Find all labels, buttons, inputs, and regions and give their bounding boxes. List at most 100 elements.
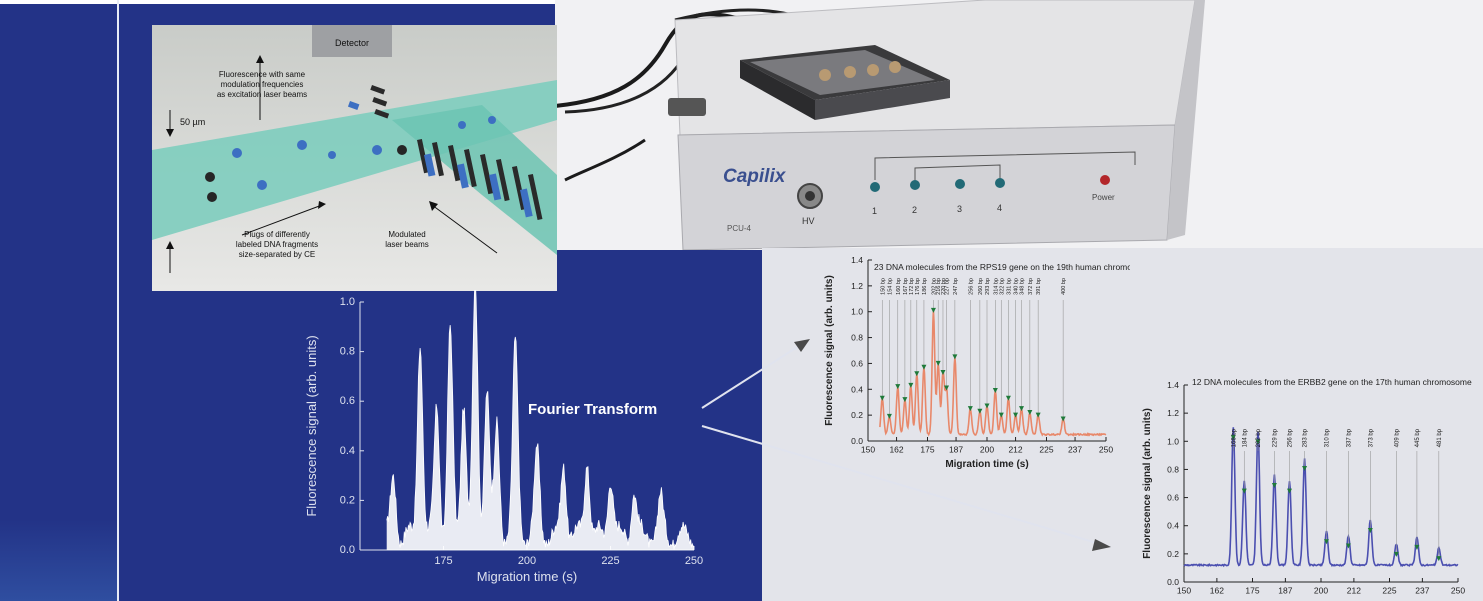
peak-marker bbox=[1027, 410, 1033, 416]
laser-note-line-2: laser beams bbox=[385, 240, 429, 249]
x-tick-label: 237 bbox=[1068, 445, 1082, 455]
x-tick-label: 187 bbox=[949, 445, 963, 455]
device-illustration: HV 1 2 3 4 Power Capilix PCU-4 bbox=[554, 0, 1205, 251]
peak-marker bbox=[1345, 543, 1351, 549]
peak-label: 154 bp bbox=[887, 278, 893, 295]
channel-2-led bbox=[910, 180, 920, 190]
x-tick-label: 175 bbox=[434, 555, 452, 567]
peak-marker bbox=[930, 307, 936, 313]
x-tick-label: 150 bbox=[1177, 586, 1191, 596]
peak-marker bbox=[879, 395, 885, 401]
peak-marker bbox=[977, 408, 983, 414]
peak-label: 331 bp bbox=[1006, 278, 1012, 295]
y-tick-label: 1.2 bbox=[1167, 408, 1179, 418]
channel-2-label: 2 bbox=[912, 205, 917, 215]
x-axis-label: Migration time (s) bbox=[945, 459, 1028, 470]
signal-line bbox=[1183, 427, 1459, 568]
fluorescence-note-line-1: Fluorescence with same bbox=[219, 70, 306, 79]
peak-label: 322 bp bbox=[999, 278, 1005, 295]
peak-marker bbox=[998, 412, 1004, 418]
peak-marker bbox=[1230, 435, 1236, 441]
peak-label: 172 bp bbox=[909, 278, 915, 295]
channel-1-label: 1 bbox=[872, 206, 877, 216]
x-tick-label: 250 bbox=[1451, 586, 1465, 596]
dna-plugs-dark bbox=[205, 145, 407, 202]
x-tick-label: 225 bbox=[1039, 445, 1053, 455]
channel-3-label: 3 bbox=[957, 204, 962, 214]
x-tick-label: 250 bbox=[685, 555, 703, 567]
y-tick-label: 1.4 bbox=[1167, 380, 1179, 390]
peak-marker bbox=[944, 385, 950, 391]
peak-label: 310 bp bbox=[1324, 428, 1330, 447]
peak-marker bbox=[1323, 539, 1329, 545]
y-tick-label: 0.6 bbox=[340, 395, 355, 407]
power-led bbox=[1100, 175, 1110, 185]
peak-label: 150 bp bbox=[880, 278, 886, 295]
peak-label: 409 bp bbox=[1394, 428, 1400, 447]
power-label: Power bbox=[1092, 193, 1115, 202]
fluorescence-note-line-3: as excitation laser beams bbox=[217, 90, 307, 99]
peak-marker bbox=[1393, 551, 1399, 557]
peak-marker bbox=[1013, 412, 1019, 418]
x-tick-label: 212 bbox=[1008, 445, 1022, 455]
peak-marker bbox=[1414, 544, 1420, 550]
peak-label: 445 bp bbox=[1415, 428, 1421, 447]
y-axis-label: Fluorescence signal (arb. units) bbox=[304, 335, 319, 516]
peak-label: 372 bp bbox=[1028, 278, 1034, 295]
x-tick-label: 187 bbox=[1278, 586, 1292, 596]
peak-marker bbox=[1241, 488, 1247, 494]
fluorescence-note-line-2: modulation frequencies bbox=[221, 80, 304, 89]
model-label: PCU-4 bbox=[727, 224, 752, 233]
y-tick-label: 0.6 bbox=[1167, 493, 1179, 503]
peak-marker bbox=[914, 371, 920, 377]
y-tick-label: 0.8 bbox=[1167, 464, 1179, 474]
laser-note-line-1: Modulated bbox=[388, 230, 425, 239]
peak-marker bbox=[1302, 466, 1308, 472]
plugs-note-line-1: Plugs of differently bbox=[244, 230, 310, 239]
y-tick-label: 0.8 bbox=[851, 333, 863, 343]
erbb2-chart: 0.0 0.2 0.4 0.6 0.8 1.0 1.2 1.4 150 162 175 187 200 2… bbox=[1142, 377, 1472, 596]
y-tick-label: 0.2 bbox=[340, 494, 355, 506]
plugs-note-line-3: size-separated by CE bbox=[239, 250, 315, 259]
peak-label: 216 bp bbox=[936, 278, 942, 295]
hv-label: HV bbox=[802, 216, 815, 226]
channel-3-led bbox=[955, 179, 965, 189]
peak-marker bbox=[940, 369, 946, 375]
peak-label: 160 bp bbox=[896, 278, 902, 295]
peak-label: 247 bp bbox=[953, 278, 959, 295]
peak-marker bbox=[1005, 395, 1011, 401]
peak-label: 167 bp bbox=[903, 278, 909, 295]
x-tick-label: 200 bbox=[518, 555, 536, 567]
peak-marker bbox=[952, 354, 958, 360]
peak-label: 256 bp bbox=[1287, 428, 1293, 447]
y-tick-label: 0.0 bbox=[340, 544, 355, 556]
y-tick-label: 1.2 bbox=[851, 281, 863, 291]
y-axis-label: Fluorescence signal (arb. units) bbox=[1142, 408, 1153, 559]
microfluidic-diagram: Detector bbox=[152, 25, 557, 291]
peak-label: 373 bp bbox=[1368, 428, 1374, 447]
x-tick-label: 150 bbox=[861, 445, 875, 455]
x-tick-label: 175 bbox=[1245, 586, 1259, 596]
detector-label: Detector bbox=[335, 38, 369, 48]
x-tick-label: 162 bbox=[1210, 586, 1224, 596]
laser-stripes bbox=[347, 84, 543, 220]
peak-marker bbox=[1286, 488, 1292, 494]
x-axis-label: Migration time (s) bbox=[477, 569, 577, 584]
y-tick-label: 0.2 bbox=[1167, 549, 1179, 559]
peak-label: 184 bp bbox=[1242, 428, 1248, 447]
peak-label: 400 bp bbox=[1061, 278, 1067, 295]
rps19-chart: 0.0 0.2 0.4 0.6 0.8 1.0 1.2 1.4 150 162 175 187 200 2… bbox=[824, 255, 1130, 470]
x-tick-label: 200 bbox=[1314, 586, 1328, 596]
peak-label: 229 bp bbox=[1272, 428, 1278, 447]
left-divider bbox=[117, 0, 119, 601]
peak-marker bbox=[902, 397, 908, 403]
x-tick-label: 212 bbox=[1347, 586, 1361, 596]
x-tick-label: 237 bbox=[1415, 586, 1429, 596]
peak-label: 283 bp bbox=[1303, 428, 1309, 447]
y-tick-label: 0.0 bbox=[851, 436, 863, 446]
left-fade bbox=[0, 520, 117, 601]
peak-label: 348 bp bbox=[1020, 278, 1026, 295]
peak-marker bbox=[1255, 439, 1261, 445]
raw-signal-chart: 0.0 0.2 0.4 0.6 0.8 1.0 175 200 225 250 Migration … bbox=[304, 290, 703, 584]
peak-marker bbox=[992, 388, 998, 394]
